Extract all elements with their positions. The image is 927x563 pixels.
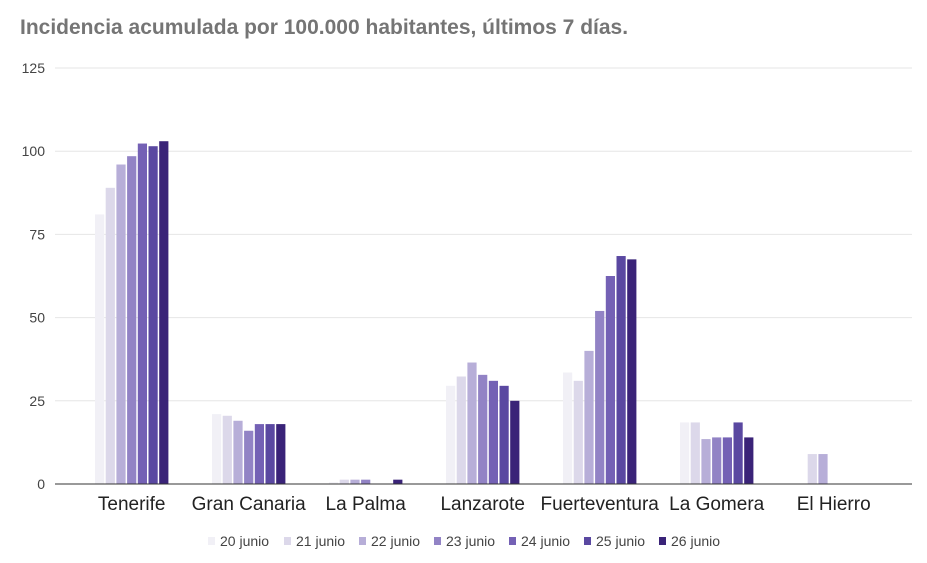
bar xyxy=(212,414,222,484)
bar xyxy=(478,374,488,484)
bar xyxy=(361,479,371,484)
bar xyxy=(95,214,105,484)
bar xyxy=(276,424,286,484)
legend-label: 23 junio xyxy=(446,533,495,549)
bar xyxy=(712,437,722,484)
bar xyxy=(148,146,158,484)
legend-swatch xyxy=(208,537,215,545)
bar xyxy=(265,424,275,484)
bar xyxy=(818,454,828,484)
bar xyxy=(584,350,594,484)
y-tick-label: 0 xyxy=(37,476,45,492)
x-tick-label: Lanzarote xyxy=(440,494,525,515)
bar xyxy=(105,187,115,485)
x-tick-label: La Gomera xyxy=(669,494,764,515)
x-tick-label: Gran Canaria xyxy=(192,494,306,515)
legend-label: 21 junio xyxy=(296,533,345,549)
bar xyxy=(254,424,264,484)
grid: 0 25 50 75 100 125 xyxy=(22,60,912,492)
bar xyxy=(467,362,477,484)
bar xyxy=(116,164,126,484)
bar xyxy=(488,380,498,484)
bar xyxy=(446,385,456,484)
legend-swatch xyxy=(284,537,291,545)
bar xyxy=(127,156,137,484)
bar xyxy=(159,141,169,484)
legend-label: 22 junio xyxy=(371,533,420,549)
bar xyxy=(329,482,339,484)
bar xyxy=(595,310,605,484)
legend-swatch xyxy=(434,537,441,545)
bar xyxy=(339,479,349,484)
bar xyxy=(456,376,466,484)
x-tick-label: La Palma xyxy=(326,494,407,515)
y-tick-label: 100 xyxy=(22,143,46,159)
bar xyxy=(222,415,232,484)
bar xyxy=(499,385,509,484)
bar xyxy=(733,422,743,484)
bar xyxy=(510,400,520,484)
bar xyxy=(616,256,626,484)
y-tick-label: 50 xyxy=(29,310,45,326)
bar xyxy=(137,143,147,484)
bar xyxy=(563,372,573,484)
legend-swatch xyxy=(584,537,591,545)
bar xyxy=(350,479,360,484)
y-tick-label: 25 xyxy=(29,393,45,409)
legend-label: 20 junio xyxy=(220,533,269,549)
legend-swatch xyxy=(359,537,366,545)
bar xyxy=(605,276,615,484)
legend-label: 24 junio xyxy=(521,533,570,549)
bar xyxy=(701,439,711,484)
y-tick-label: 125 xyxy=(22,60,46,76)
x-tick-label: Tenerife xyxy=(98,494,166,515)
x-axis: Tenerife Gran Canaria La Palma Lanzarote Fue… xyxy=(55,483,912,515)
bar xyxy=(393,479,403,484)
legend-swatch xyxy=(659,537,666,545)
bar xyxy=(690,422,700,484)
bar xyxy=(233,420,243,484)
bar xyxy=(627,259,637,484)
y-tick-label: 75 xyxy=(29,226,45,242)
bar xyxy=(573,380,583,484)
legend-label: 26 junio xyxy=(671,533,720,549)
bar xyxy=(680,422,690,484)
chart-title: Incidencia acumulada por 100.000 habitan… xyxy=(20,16,629,39)
bars xyxy=(95,141,828,485)
bar xyxy=(244,430,254,484)
bar xyxy=(722,437,732,484)
x-tick-label: El Hierro xyxy=(797,494,871,515)
bar xyxy=(807,454,817,484)
x-tick-label: Fuerteventura xyxy=(541,494,660,515)
legend: 20 junio 21 junio 22 junio 23 junio 24 junio… xyxy=(208,533,720,549)
legend-swatch xyxy=(509,537,516,545)
legend-label: 25 junio xyxy=(596,533,645,549)
bar xyxy=(744,437,754,484)
